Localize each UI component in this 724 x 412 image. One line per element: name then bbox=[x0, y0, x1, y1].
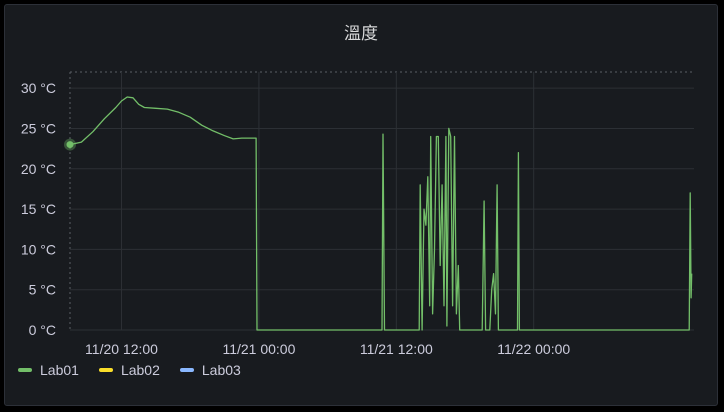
series-lines bbox=[64, 96, 693, 331]
x-tick-label: 11/21 12:00 bbox=[360, 341, 433, 357]
x-tick-label: 11/20 12:00 bbox=[85, 341, 158, 357]
y-axis: 0 °C 5 °C 10 °C 15 °C 20 °C 25 °C 30 °C bbox=[21, 80, 56, 338]
y-tick-label: 20 °C bbox=[21, 161, 56, 177]
legend-label: Lab01 bbox=[40, 362, 79, 378]
series-line-lab01 bbox=[69, 96, 693, 331]
legend-label: Lab03 bbox=[201, 362, 241, 378]
y-tick-label: 10 °C bbox=[21, 241, 56, 257]
legend-swatch bbox=[98, 368, 113, 372]
y-tick-label: 15 °C bbox=[21, 201, 56, 217]
legend-swatch bbox=[18, 368, 32, 372]
x-tick-label: 11/21 00:00 bbox=[222, 341, 295, 357]
legend-swatch bbox=[179, 368, 194, 372]
x-tick-label: 11/22 00:00 bbox=[497, 341, 570, 357]
y-tick-label: 25 °C bbox=[21, 120, 56, 136]
legend: Lab01 Lab02 Lab03 bbox=[18, 362, 261, 378]
legend-label: Lab02 bbox=[120, 362, 160, 378]
y-tick-label: 30 °C bbox=[21, 80, 56, 96]
hover-point[interactable] bbox=[66, 141, 74, 149]
y-tick-label: 0 °C bbox=[29, 322, 56, 338]
x-axis: 11/20 12:00 11/21 00:00 11/21 12:00 11/22 0… bbox=[85, 341, 570, 357]
legend-item-lab03[interactable]: Lab03 bbox=[179, 362, 241, 378]
legend-item-lab01[interactable]: Lab01 bbox=[18, 362, 79, 378]
panel-title: 溫度 bbox=[344, 24, 378, 44]
chart-panel: 溫度 bbox=[4, 4, 718, 406]
y-tick-label: 5 °C bbox=[29, 282, 56, 298]
grid-lines bbox=[69, 71, 694, 331]
legend-item-lab02[interactable]: Lab02 bbox=[98, 362, 160, 378]
